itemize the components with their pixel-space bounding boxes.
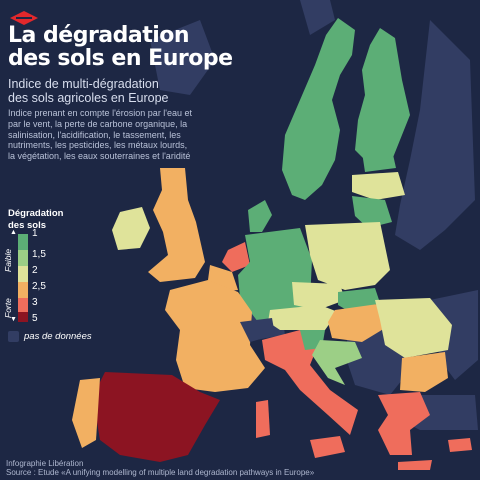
country-spain [95, 372, 220, 462]
country-romania [375, 298, 452, 358]
legend-tick: 2 [32, 265, 38, 276]
country-czechia [292, 282, 345, 310]
legend-tick: 2,5 [32, 281, 46, 292]
country-finland [355, 28, 410, 165]
country-sweden [282, 18, 355, 200]
legend-tick: 3 [32, 297, 38, 308]
legend-tick: 1 [32, 228, 38, 239]
legend-title: Dégradation des sols [8, 208, 88, 232]
arrow-up-icon: ▲ [10, 229, 17, 236]
country-hungary [328, 304, 385, 342]
country-netherlands [222, 242, 250, 272]
country-sardinia [256, 400, 270, 438]
page-title: La dégradation des sols en Europe [8, 24, 308, 70]
legend-tick: 1,5 [32, 249, 46, 260]
country-ireland [112, 207, 150, 250]
country-austria [268, 305, 338, 330]
arrow-down-icon: ▼ [10, 316, 17, 323]
title-line1: La dégradation [8, 23, 190, 48]
legend-swatch [18, 250, 28, 266]
legend-title-line2: des sols [8, 220, 47, 231]
country-estonia [362, 150, 396, 172]
country-sicily [310, 436, 345, 458]
subtitle-line1: Indice de multi-dégradation [8, 77, 159, 91]
country-uk [148, 168, 205, 282]
nodata-label: pas de données [24, 331, 92, 342]
legend-low-label: Faible [3, 248, 13, 272]
country-greece [378, 392, 430, 455]
legend-swatch [18, 234, 28, 250]
legend-swatch [18, 312, 28, 322]
title-line2: des sols en Europe [8, 46, 233, 71]
legend-swatch [18, 282, 28, 298]
nodata-swatch [8, 331, 19, 342]
source: Source : Etude «A unifying modelling of … [6, 468, 315, 477]
legend-tick: 5 [32, 313, 38, 324]
country-bulgaria [400, 352, 448, 392]
country-latvia [352, 172, 405, 200]
countries [72, 18, 472, 470]
subtitle-line2: des sols agricoles en Europe [8, 91, 169, 105]
country-lithuania [352, 196, 392, 228]
legend-swatch [18, 298, 28, 312]
page-subtitle: Indice de multi-dégradation des sols agr… [8, 77, 238, 105]
legend-color-bar [18, 234, 28, 322]
country-switzerland [240, 318, 275, 342]
credit: Infographie Libération [6, 459, 84, 468]
country-france [165, 280, 265, 392]
country-portugal [72, 378, 100, 448]
legend-title-line1: Dégradation [8, 208, 64, 219]
description: Indice prenant en compte l'érosion par l… [8, 108, 193, 162]
country-italy [262, 330, 358, 435]
liberation-logo-icon [10, 11, 38, 25]
country-croatia [312, 340, 362, 385]
country-cyprus [448, 438, 472, 452]
country-crete [398, 460, 432, 470]
country-denmark [248, 200, 272, 232]
legend-swatch [18, 266, 28, 282]
country-poland [305, 222, 390, 290]
